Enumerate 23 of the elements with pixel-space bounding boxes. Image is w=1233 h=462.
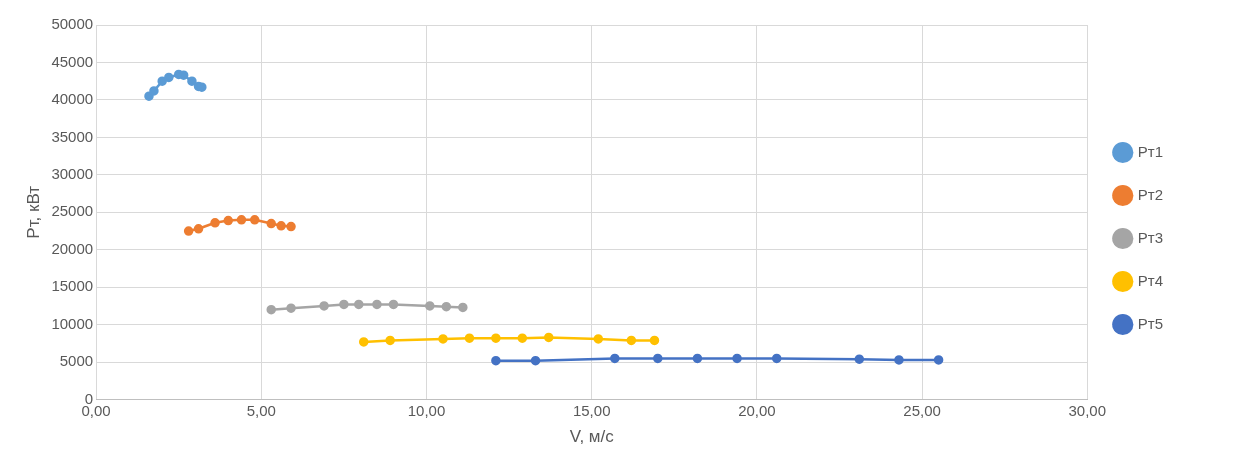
legend-label: Рт5 <box>1137 314 1163 332</box>
y-tick-label: 25000 <box>51 202 94 220</box>
legend-label: Рт1 <box>1137 142 1163 160</box>
x-tick-label: 10,00 <box>407 401 446 419</box>
y-tick-label: 45000 <box>51 52 94 70</box>
y-axis-title: Рт, кВт <box>23 185 43 239</box>
x-tick-label: 20,00 <box>738 401 776 419</box>
legend-label: Рт3 <box>1137 228 1163 246</box>
y-tick-label: 50000 <box>51 15 94 33</box>
x-tick-label: 30,00 <box>1068 401 1107 419</box>
y-tick-label: 5000 <box>59 352 94 370</box>
x-tick-label: 25,00 <box>903 401 941 419</box>
legend-label: Рт2 <box>1137 185 1163 203</box>
y-tick-label: 20000 <box>51 239 94 257</box>
y-tick-label: 30000 <box>51 164 94 182</box>
y-tick-label: 10000 <box>51 314 94 332</box>
legend-label: Рт4 <box>1137 271 1163 289</box>
x-tick-label: 5,00 <box>246 401 276 419</box>
y-tick-label: 35000 <box>51 127 94 145</box>
x-tick-label: 15,00 <box>572 401 611 419</box>
y-tick-label: 15000 <box>51 277 94 295</box>
x-axis-title: V, м/с <box>569 427 615 447</box>
y-tick-label: 40000 <box>51 90 94 108</box>
